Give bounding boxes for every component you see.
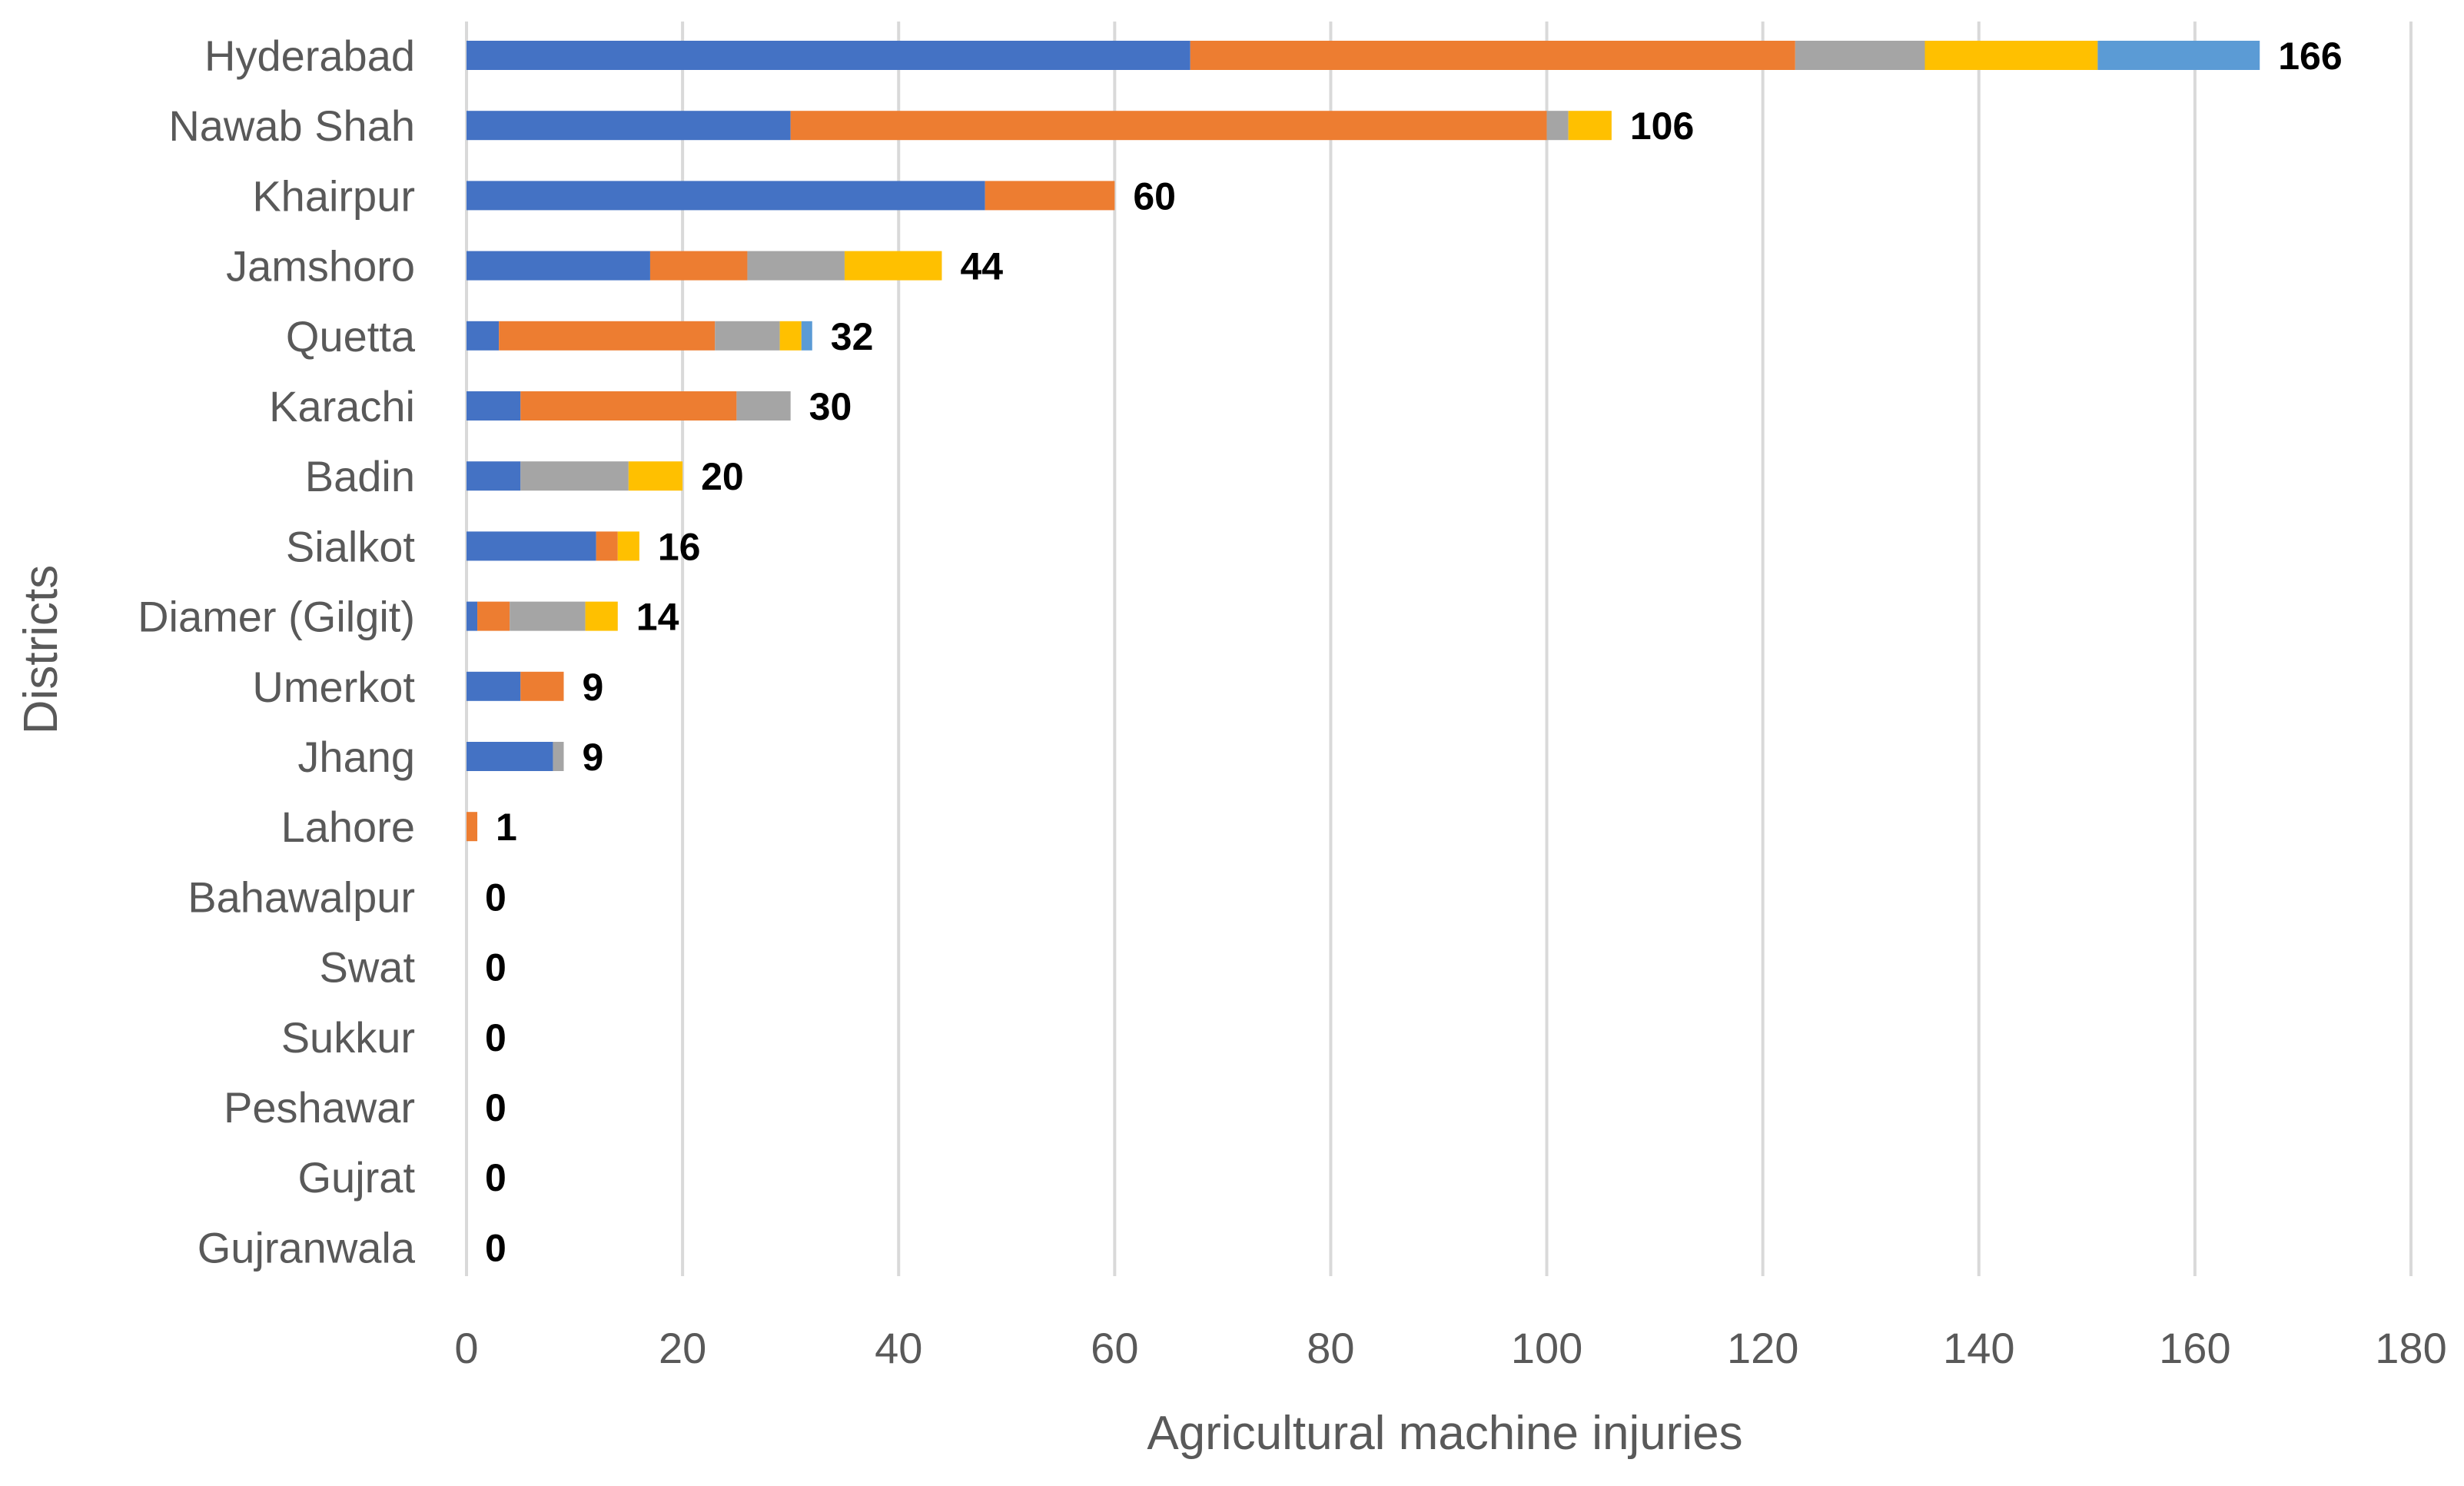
bar-segment-series-1 — [467, 742, 553, 771]
category-label: Jamshoro — [226, 242, 415, 291]
bar-segment-series-1 — [467, 321, 500, 351]
total-label: 20 — [701, 455, 744, 498]
bar-segment-series-1 — [467, 181, 985, 211]
bar-segment-series-5 — [801, 321, 812, 351]
bar-segment-series-1 — [467, 671, 521, 701]
bar-segment-series-3 — [553, 742, 564, 771]
bar-segment-series-3 — [520, 461, 629, 491]
x-tick-label: 180 — [2375, 1324, 2446, 1372]
category-label: Lahore — [281, 803, 415, 851]
bar-segment-series-3 — [510, 601, 586, 631]
category-label: Sialkot — [286, 522, 416, 570]
bar-segment-series-4 — [617, 531, 639, 561]
bar-segment-series-3 — [747, 251, 845, 281]
bar-segment-series-2 — [649, 251, 748, 281]
x-tick-label: 20 — [659, 1324, 706, 1372]
bar-segment-series-1 — [467, 41, 1190, 70]
category-label: Diamer (Gilgit) — [138, 593, 415, 641]
bar-segment-series-4 — [585, 601, 618, 631]
x-axis-title: Agricultural machine injuries — [1147, 1407, 1742, 1460]
bar-segment-series-2 — [477, 601, 510, 631]
total-label: 32 — [831, 315, 874, 358]
category-label: Peshawar — [224, 1083, 415, 1132]
bar-segment-series-2 — [520, 391, 737, 421]
total-label: 60 — [1133, 175, 1176, 218]
total-label: 0 — [485, 946, 506, 989]
total-label: 0 — [485, 1016, 506, 1059]
bar-segment-series-2 — [596, 531, 618, 561]
total-label: 106 — [1630, 105, 1694, 148]
category-label: Karachi — [269, 382, 415, 431]
bar-segment-series-5 — [2097, 41, 2260, 70]
category-label: Bahawalpur — [188, 873, 415, 921]
x-tick-label: 40 — [875, 1324, 922, 1372]
category-label: Hyderabad — [204, 32, 415, 80]
bar-segment-series-2 — [499, 321, 716, 351]
x-tick-label: 140 — [1943, 1324, 2014, 1372]
bar-segment-series-3 — [1795, 41, 1925, 70]
bar-segment-series-1 — [467, 531, 596, 561]
bar-segment-series-4 — [628, 461, 683, 491]
total-label: 0 — [485, 1156, 506, 1199]
bar-segment-series-1 — [467, 251, 650, 281]
bar-segment-series-4 — [844, 251, 942, 281]
x-tick-label: 0 — [454, 1324, 478, 1372]
total-label: 14 — [636, 596, 679, 639]
bar-segment-series-3 — [736, 391, 791, 421]
total-label: 166 — [2278, 35, 2342, 78]
total-label: 0 — [485, 1086, 506, 1129]
x-tick-label: 120 — [1727, 1324, 1798, 1372]
bar-segment-series-4 — [779, 321, 802, 351]
total-label: 9 — [583, 666, 604, 709]
bar-segment-series-4 — [1924, 41, 2098, 70]
category-label: Sukkur — [281, 1013, 415, 1062]
category-label: Swat — [320, 943, 416, 992]
category-label: Gujrat — [298, 1153, 416, 1202]
bar-segment-series-1 — [467, 391, 521, 421]
category-label: Umerkot — [252, 663, 415, 711]
category-label: Jhang — [297, 733, 415, 781]
total-label: 30 — [809, 385, 852, 428]
x-tick-labels: 0 20 40 60 80 100 120 140 160 180 — [454, 1324, 2446, 1372]
bar-segment-series-1 — [467, 601, 478, 631]
bar-segment-series-2 — [1190, 41, 1795, 70]
bar-segment-series-2 — [520, 671, 564, 701]
total-label: 44 — [960, 245, 1003, 288]
bar-segment-series-4 — [1568, 111, 1612, 141]
x-tick-label: 80 — [1307, 1324, 1354, 1372]
bar-segment-series-3 — [1546, 111, 1569, 141]
category-labels: Hyderabad Nawab Shah Khairpur Jamshoro Quett… — [138, 32, 416, 1272]
category-label: Khairpur — [252, 171, 415, 220]
grid-lines — [465, 22, 2413, 1276]
bars — [467, 41, 2260, 842]
category-label: Badin — [305, 452, 415, 500]
category-label: Gujranwala — [198, 1223, 416, 1272]
bar-segment-series-1 — [467, 111, 791, 141]
total-label: 9 — [583, 736, 604, 779]
x-tick-label: 160 — [2159, 1324, 2230, 1372]
x-tick-label: 60 — [1091, 1324, 1138, 1372]
total-label: 16 — [658, 525, 701, 568]
bar-segment-series-2 — [467, 812, 478, 842]
bar-segment-series-2 — [985, 181, 1115, 211]
bar-segment-series-3 — [715, 321, 780, 351]
x-tick-label: 100 — [1511, 1324, 1582, 1372]
y-axis-title: Districts — [15, 565, 68, 734]
total-label: 0 — [485, 876, 506, 919]
total-label: 1 — [496, 806, 517, 849]
category-label: Nawab Shah — [168, 101, 415, 150]
bar-segment-series-1 — [467, 461, 521, 491]
category-label: Quetta — [286, 312, 416, 361]
total-label: 0 — [485, 1226, 506, 1269]
bar-segment-series-2 — [790, 111, 1547, 141]
